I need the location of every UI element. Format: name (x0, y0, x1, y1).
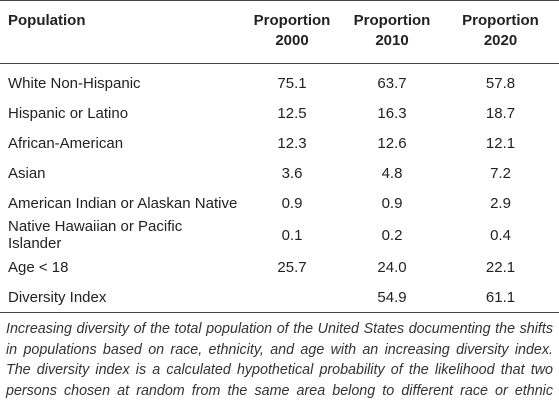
empty-cell (242, 282, 342, 313)
value-cell: 61.1 (485, 288, 516, 306)
table-row: Native Hawaiian or Pacific Islander 0.1 0.… (0, 218, 559, 252)
table-row: Hispanic or Latino 12.5 16.3 18.7 (0, 98, 559, 128)
value-cell: 3.6 (281, 164, 303, 182)
footnote: Increasing diversity of the total popula… (6, 321, 553, 404)
header-text: 2020 (483, 32, 518, 49)
table-row: Diversity Index 54.9 61.1 (0, 282, 559, 313)
row-label: American Indian or Alaskan Native (8, 194, 238, 212)
header-cell: Proportion 2000 (242, 1, 342, 64)
row-label: White Non-Hispanic (8, 74, 141, 92)
header-cell: Proportion 2010 (342, 1, 442, 64)
row-label: African-American (8, 134, 124, 152)
header-cell: Population (0, 1, 242, 64)
value-cell: 25.7 (277, 258, 307, 276)
row-label: Asian (8, 164, 46, 182)
row-label: Age < 18 (8, 258, 69, 276)
value-cell: 0.9 (381, 194, 403, 212)
table-row: American Indian or Alaskan Native 0.9 0.9 2… (0, 188, 559, 218)
table-row: African-American 12.3 12.6 12.1 (0, 128, 559, 158)
value-cell: 16.3 (377, 104, 407, 122)
value-cell: 24.0 (377, 258, 407, 276)
row-label: Hispanic or Latino (8, 104, 129, 122)
header-text: 2010 (375, 32, 409, 49)
header-row: Population Proportion 2000 Proportion 2010 Pr… (0, 0, 559, 64)
row-label: Native Hawaiian or Pacific Islander (8, 218, 183, 252)
table-header: Population Proportion 2000 Proportion 2010 Pr… (0, 0, 559, 64)
value-cell: 2.9 (490, 194, 511, 212)
value-cell: 12.6 (377, 134, 407, 152)
table-row: White Non-Hispanic 75.1 63.7 57.8 (0, 64, 559, 99)
value-cell: 54.9 (377, 288, 407, 306)
header-text: 2000 (275, 32, 309, 49)
header-text: Proportion (253, 12, 331, 29)
value-cell: 18.7 (485, 104, 516, 122)
value-cell: 12.1 (485, 134, 516, 152)
value-cell: 57.8 (485, 74, 516, 92)
table-body: White Non-Hispanic 75.1 63.7 57.8 Hispanic o… (0, 64, 559, 313)
data-table: Population Proportion 2000 Proportion 2010 Pr… (0, 0, 559, 313)
table-row: Asian 3.6 4.8 7.2 (0, 158, 559, 188)
row-label: Diversity Index (8, 288, 107, 306)
value-cell: 12.3 (277, 134, 307, 152)
value-cell: 4.8 (381, 164, 403, 182)
value-cell: 0.4 (490, 226, 511, 244)
value-cell: 22.1 (485, 258, 516, 276)
value-cell: 0.9 (281, 194, 303, 212)
value-cell: 12.5 (277, 104, 307, 122)
header-text: Proportion (353, 12, 431, 29)
value-cell: 0.2 (381, 226, 403, 244)
header-cell: Proportion 2020 (442, 1, 559, 64)
table-row: Age < 18 25.7 24.0 22.1 (0, 252, 559, 282)
value-cell: 75.1 (277, 74, 307, 92)
header-text: Proportion (462, 12, 539, 29)
header-text: Population (8, 12, 86, 29)
value-cell: 7.2 (490, 164, 511, 182)
value-cell: 63.7 (377, 74, 407, 92)
value-cell: 0.1 (281, 226, 303, 244)
